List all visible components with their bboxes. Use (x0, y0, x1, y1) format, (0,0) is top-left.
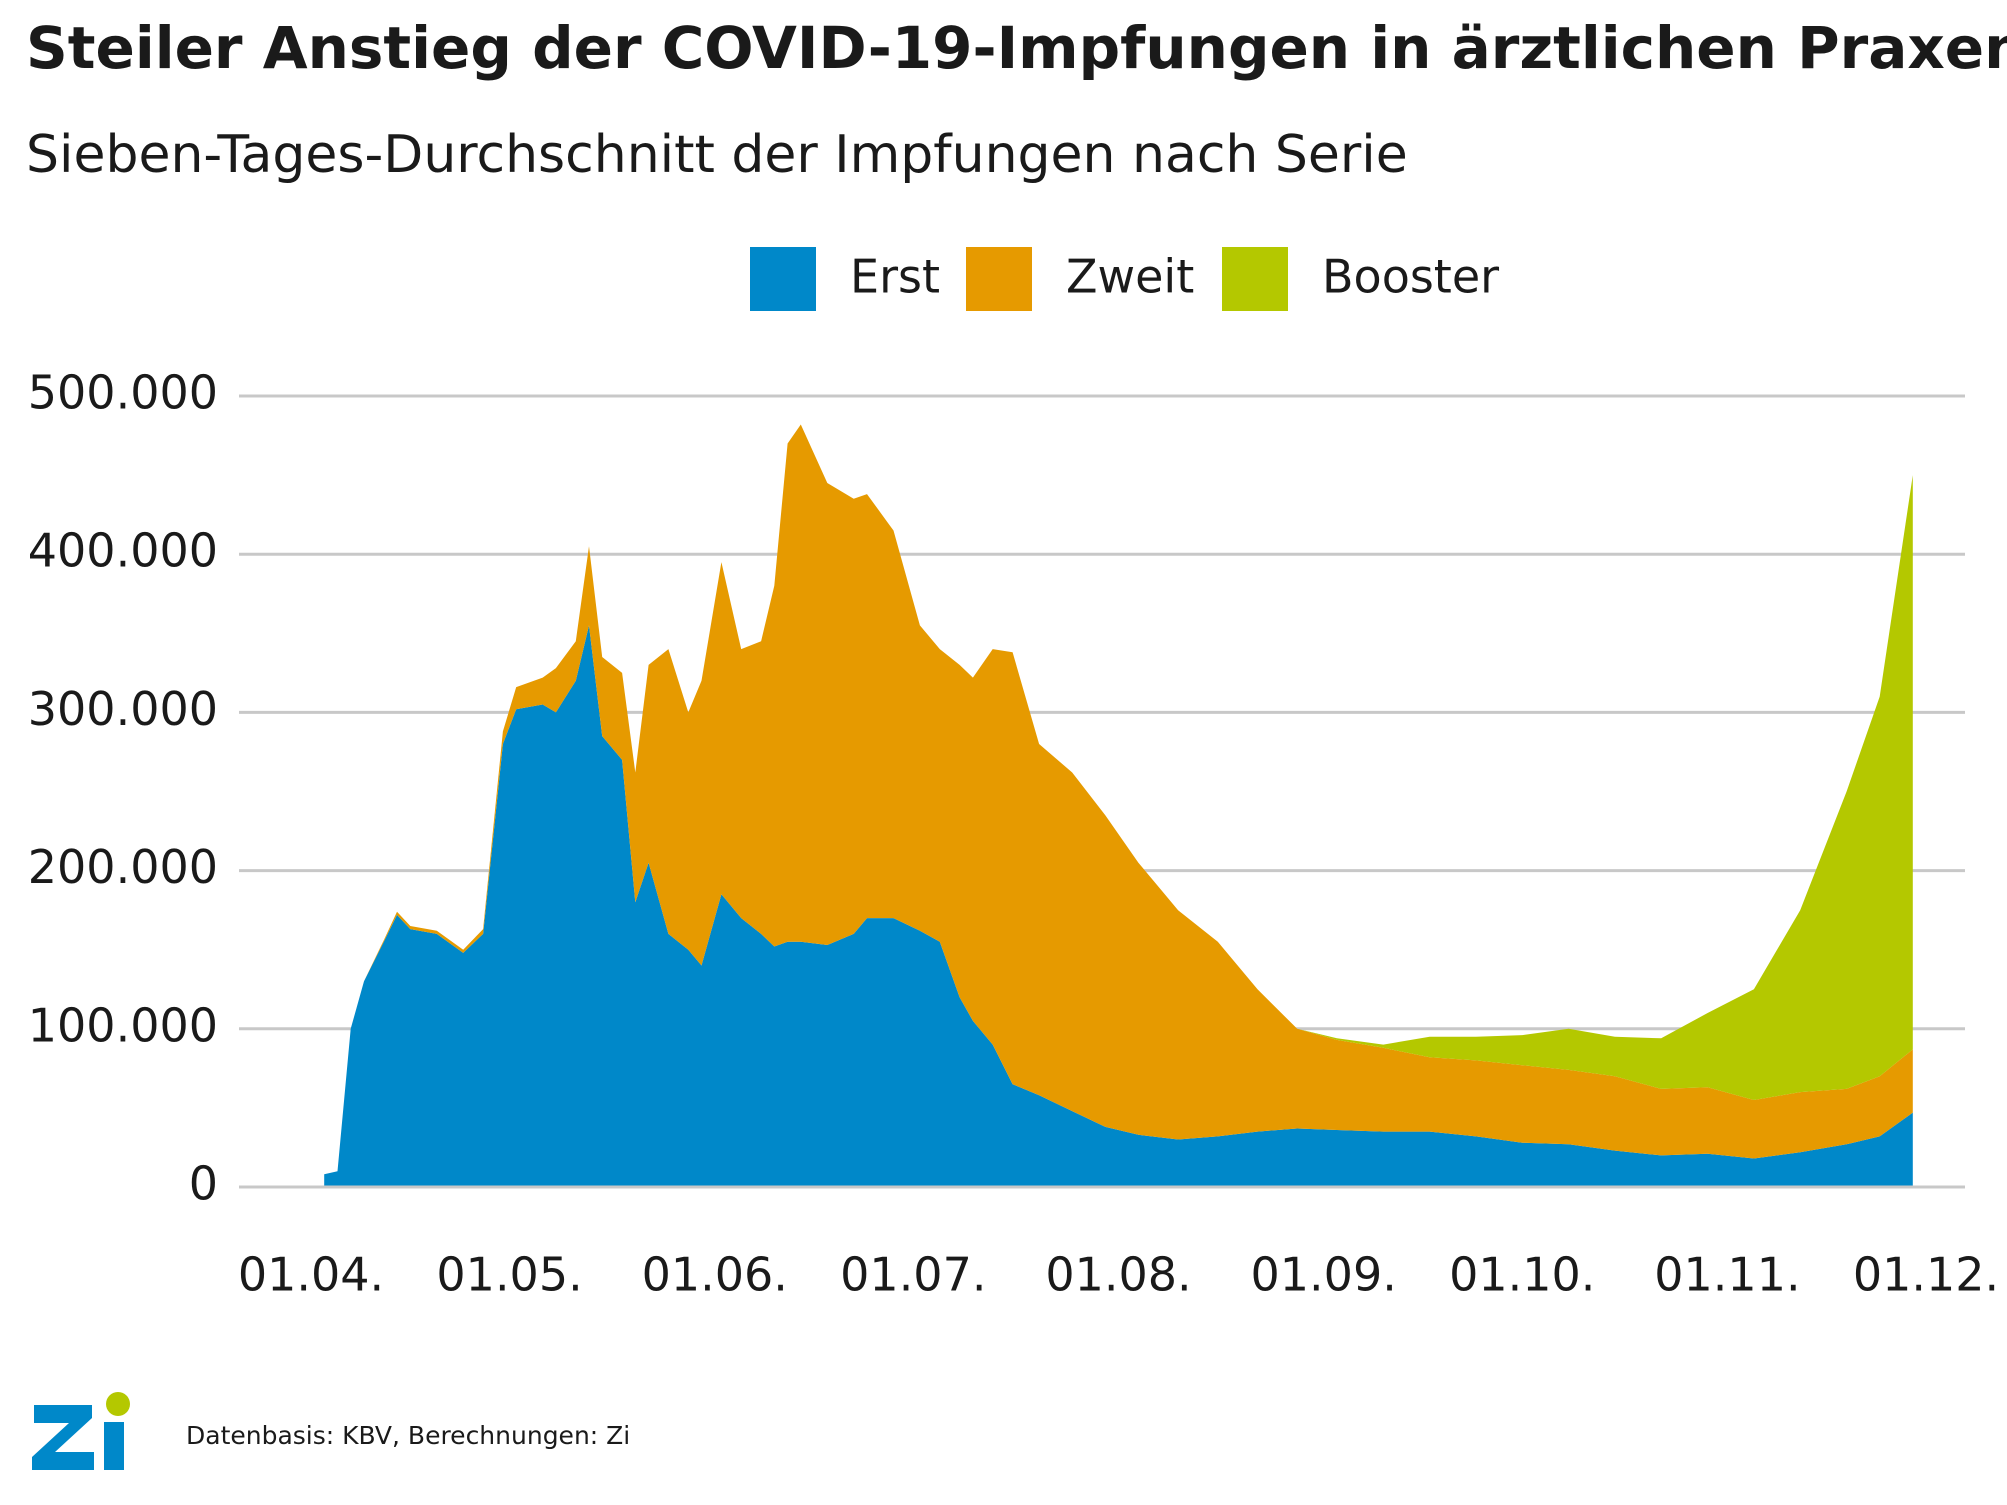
y-tick-label: 500.000 (28, 366, 218, 420)
legend-swatch (966, 247, 1032, 311)
legend-swatch (1222, 247, 1288, 311)
x-tick-label: 01.11. (1654, 1248, 1800, 1302)
x-tick-label: 01.04. (238, 1248, 384, 1302)
logo (32, 1392, 130, 1470)
logo-i (104, 1422, 124, 1470)
y-tick-label: 200.000 (28, 840, 218, 894)
x-tick-label: 01.05. (436, 1248, 582, 1302)
area (324, 424, 1913, 1175)
logo-z (32, 1405, 94, 1470)
logo-dot (106, 1392, 130, 1416)
legend-swatch (750, 247, 816, 311)
area (324, 625, 1913, 1187)
legend-label: Zweit (1066, 250, 1194, 304)
y-tick-label: 400.000 (28, 524, 218, 578)
x-tick-label: 01.10. (1449, 1248, 1595, 1302)
area (324, 424, 1913, 1175)
x-tick-label: 01.12. (1853, 1248, 1999, 1302)
x-tick-label: 01.06. (642, 1248, 788, 1302)
legend-label: Erst (850, 250, 940, 304)
chart-subtitle: Sieben-Tages-Durchschnitt der Impfungen … (26, 125, 1408, 185)
x-tick-label: 01.07. (840, 1248, 986, 1302)
y-tick-label: 0 (189, 1157, 218, 1211)
x-tick-label: 01.08. (1045, 1248, 1191, 1302)
legend-label: Booster (1322, 250, 1499, 304)
chart-title: Steiler Anstieg der COVID-19-Impfungen i… (26, 14, 2007, 82)
x-tick-label: 01.09. (1251, 1248, 1397, 1302)
y-tick-label: 300.000 (28, 682, 218, 736)
y-tick-label: 100.000 (28, 998, 218, 1052)
source-note: Datenbasis: KBV, Berechnungen: Zi (186, 1421, 630, 1450)
